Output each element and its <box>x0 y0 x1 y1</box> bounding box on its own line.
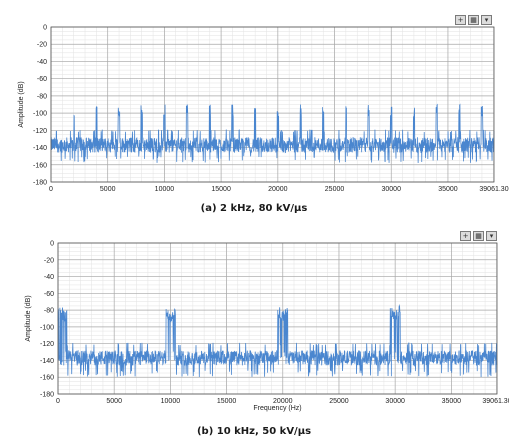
x-tick-label: 20000 <box>268 186 288 193</box>
y-tick-label: -120 <box>33 128 47 135</box>
y-tick-label: -140 <box>40 358 54 365</box>
y-tick-label: 0 <box>43 25 47 32</box>
chart-caption: (a) 2 kHz, 80 kV/μs <box>201 203 308 214</box>
y-tick-label: 0 <box>50 241 54 248</box>
x-tick-label: 15000 <box>217 398 237 405</box>
x-tick-label: 30000 <box>385 398 405 405</box>
x-tick-label: 20000 <box>273 398 293 405</box>
zoom-icon[interactable]: ▦ <box>473 230 484 241</box>
plot-frame <box>50 26 495 183</box>
save-icon[interactable]: ▾ <box>481 14 492 25</box>
spectrum-line <box>57 303 498 378</box>
plot-frame <box>57 242 498 395</box>
x-tick-label: 39061.30 <box>482 398 509 405</box>
chart-caption: (b) 10 kHz, 50 kV/μs <box>197 426 311 437</box>
y-axis-label: Amplitude (dB) <box>18 81 25 127</box>
y-tick-label: -80 <box>44 308 54 315</box>
y-tick-label: -100 <box>33 111 47 118</box>
zoom-icon[interactable]: ▦ <box>468 14 479 25</box>
y-tick-label: -40 <box>44 274 54 281</box>
y-tick-label: -20 <box>37 42 47 49</box>
y-tick-label: -160 <box>33 162 47 169</box>
crosshair-icon[interactable]: + <box>455 14 466 25</box>
save-icon[interactable]: ▾ <box>486 230 497 241</box>
x-tick-label: 0 <box>56 398 60 405</box>
y-tick-label: -120 <box>40 341 54 348</box>
x-axis-label: Frequency (Hz) <box>253 405 301 412</box>
x-tick-label: 35000 <box>438 186 458 193</box>
x-tick-label: 30000 <box>382 186 402 193</box>
x-tick-label: 5000 <box>100 186 116 193</box>
y-tick-label: -100 <box>40 324 54 331</box>
x-tick-label: 5000 <box>106 398 122 405</box>
x-tick-label: 39061.30 <box>479 186 508 193</box>
x-tick-label: 35000 <box>442 398 462 405</box>
x-tick-label: 25000 <box>329 398 349 405</box>
y-tick-label: -140 <box>33 145 47 152</box>
chart-a-toolbar[interactable]: + ▦ ▾ <box>455 14 492 25</box>
chart-b-toolbar[interactable]: + ▦ ▾ <box>460 230 497 241</box>
y-tick-label: -60 <box>44 291 54 298</box>
y-tick-label: -180 <box>33 180 47 187</box>
y-tick-label: -40 <box>37 59 47 66</box>
x-tick-label: 15000 <box>211 186 231 193</box>
y-tick-label: -160 <box>40 375 54 382</box>
crosshair-icon[interactable]: + <box>460 230 471 241</box>
y-tick-label: -180 <box>40 392 54 399</box>
y-tick-label: -20 <box>44 257 54 264</box>
x-tick-label: 10000 <box>155 186 175 193</box>
spectrum-line <box>50 103 495 163</box>
y-axis-label: Amplitude (dB) <box>25 295 32 341</box>
x-tick-label: 0 <box>49 186 53 193</box>
x-tick-label: 25000 <box>325 186 345 193</box>
y-tick-label: -80 <box>37 93 47 100</box>
y-tick-label: -60 <box>37 76 47 83</box>
x-tick-label: 10000 <box>161 398 181 405</box>
